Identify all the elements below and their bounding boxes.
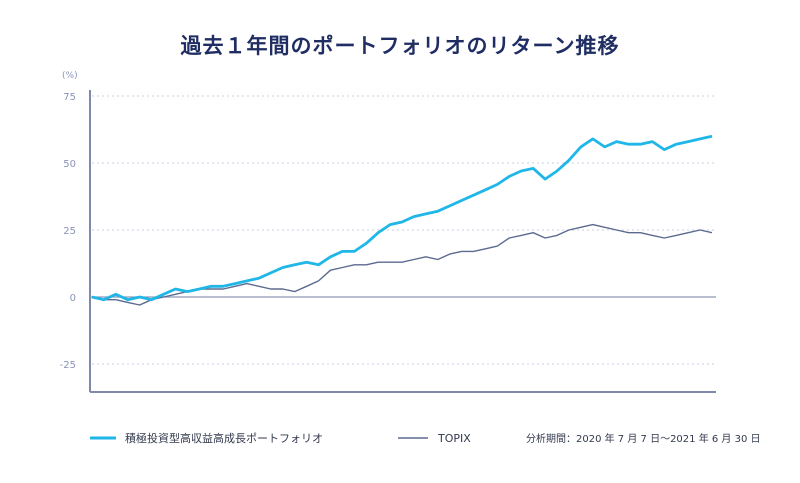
chart-title: 過去１年間のポートフォリオのリターン推移 <box>180 34 620 58</box>
series-line-portfolio <box>91 134 713 302</box>
series-lines <box>91 134 713 306</box>
legend-label-portfolio: 積極投資型高収益高成長ポートフォリオ <box>125 431 323 445</box>
y-tick-label: -25 <box>60 360 76 371</box>
y-tick-label: 0 <box>70 293 76 304</box>
y-tick-label: 25 <box>63 226 76 237</box>
y-tick-label: 75 <box>63 92 76 103</box>
analysis-period-note: 分析期間：2020 年 7 月 7 日〜2021 年 6 月 30 日 <box>526 432 761 445</box>
series-line-topix <box>91 223 713 306</box>
gridlines: 75 50 25 0 -25 <box>60 92 716 371</box>
legend-label-topix: TOPIX <box>437 432 471 445</box>
legend: 積極投資型高収益高成長ポートフォリオ TOPIX <box>90 431 471 445</box>
y-unit-label: (%) <box>62 71 78 81</box>
y-tick-label: 50 <box>63 159 76 170</box>
axes: (%) <box>62 71 716 393</box>
